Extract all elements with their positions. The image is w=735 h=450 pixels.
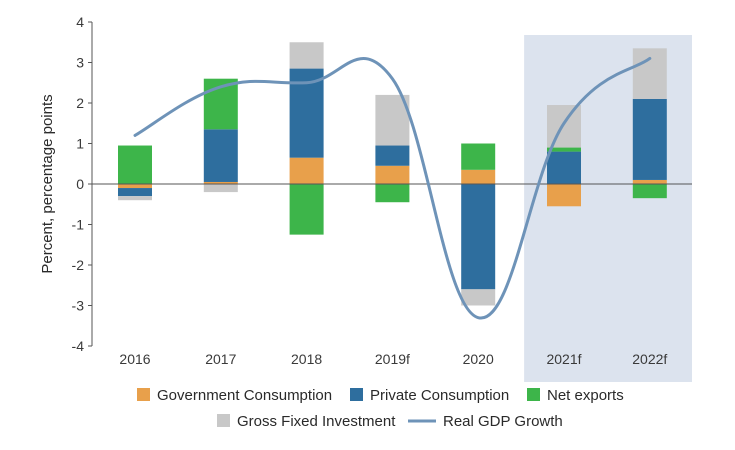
bar-government-consumption-2021f <box>547 184 581 207</box>
bar-private-consumption-2020 <box>461 184 496 290</box>
bar-government-consumption-2016 <box>118 184 152 189</box>
bar-net-exports-2016 <box>118 145 152 184</box>
bar-private-consumption-2016 <box>118 188 152 197</box>
bar-gross-fixed-investment-2017 <box>203 184 238 193</box>
bar-government-consumption-2020 <box>461 169 496 184</box>
legend-item-private-consumption: Private Consumption <box>350 387 509 404</box>
legend-item-gross-fixed-investment: Gross Fixed Investment <box>217 413 396 430</box>
y-tick-labels: 4 3 2 1 0 -1 -2 -3 -4 <box>72 14 92 354</box>
y-tick-label: -1 <box>72 217 85 233</box>
bar-gross-fixed-investment-2022f <box>632 48 667 99</box>
bar-net-exports-2018 <box>289 184 324 235</box>
legend-label: Net exports <box>547 387 624 404</box>
x-tick-label-2021f: 2021f <box>546 351 581 367</box>
y-tick-label: 2 <box>76 95 84 111</box>
y-axis-title: Percent, percentage points <box>39 94 56 273</box>
legend-item-real-gdp-growth: Real GDP Growth <box>408 413 563 430</box>
legend: Government Consumption Private Consumptio… <box>137 387 624 430</box>
x-tick-label-2018: 2018 <box>291 351 322 367</box>
bar-net-exports-2020 <box>461 143 496 170</box>
forecast-shade-layer <box>524 35 692 382</box>
legend-swatch <box>137 388 150 401</box>
y-tick-label: 0 <box>76 176 84 192</box>
bar-government-consumption-2018 <box>289 157 324 184</box>
x-tick-label-2016: 2016 <box>119 351 150 367</box>
x-tick-label-2017: 2017 <box>205 351 236 367</box>
bar-gross-fixed-investment-2016 <box>118 196 152 201</box>
x-tick-label-2019f: 2019f <box>375 351 410 367</box>
y-tick-label: -4 <box>72 338 85 354</box>
bar-private-consumption-2017 <box>203 129 238 182</box>
y-tick-label: -3 <box>72 298 85 314</box>
legend-label: Government Consumption <box>157 387 332 404</box>
y-tick-label: 1 <box>76 136 84 152</box>
real-gdp-growth-line <box>133 56 652 320</box>
y-tick-label: -2 <box>72 257 85 273</box>
forecast-shaded-region <box>524 35 692 382</box>
bar-government-consumption-2017 <box>203 181 238 184</box>
x-tick-label-2020: 2020 <box>463 351 494 367</box>
bar-private-consumption-2019f <box>375 145 410 166</box>
bar-gross-fixed-investment-2018 <box>289 42 324 69</box>
y-tick-label: 3 <box>76 55 84 71</box>
bar-private-consumption-2022f <box>632 98 667 180</box>
x-tick-label-2022f: 2022f <box>632 351 667 367</box>
legend-item-government-consumption: Government Consumption <box>137 387 332 404</box>
gdp-line-layer <box>133 56 652 320</box>
y-tick-label: 4 <box>76 14 84 30</box>
legend-label: Private Consumption <box>370 387 509 404</box>
bar-government-consumption-2019f <box>375 165 410 184</box>
legend-swatch <box>527 388 540 401</box>
legend-swatch <box>350 388 363 401</box>
bar-private-consumption-2021f <box>547 151 581 184</box>
legend-label: Real GDP Growth <box>443 413 563 430</box>
legend-label: Gross Fixed Investment <box>237 413 396 430</box>
bar-net-exports-2022f <box>632 184 667 199</box>
bar-net-exports-2021f <box>547 147 581 152</box>
legend-swatch <box>217 414 230 427</box>
bar-gross-fixed-investment-2021f <box>547 105 581 148</box>
bar-net-exports-2019f <box>375 184 410 203</box>
bar-government-consumption-2022f <box>632 179 667 184</box>
bar-gross-fixed-investment-2020 <box>461 289 496 306</box>
x-tick-labels: 2016 2017 2018 2019f 2020 2021f 2022f <box>119 351 667 367</box>
legend-item-net-exports: Net exports <box>527 387 624 404</box>
